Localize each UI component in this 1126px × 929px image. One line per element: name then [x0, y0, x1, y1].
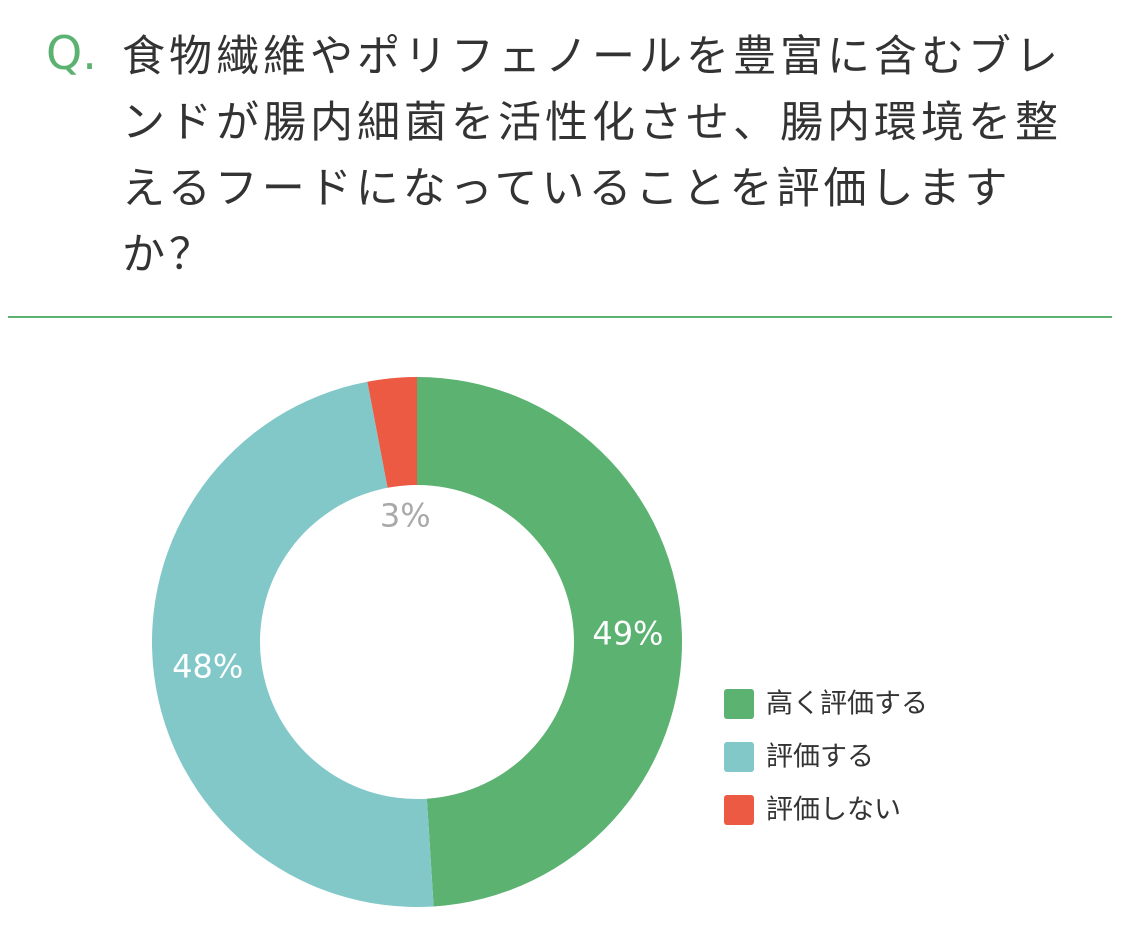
legend-swatch — [724, 689, 754, 719]
question-text: 食物繊維やポリフェノールを豊富に含むブレンドが腸内細菌を活性化させ、腸内環境を整… — [122, 32, 1062, 280]
legend-label: 評価する — [766, 742, 874, 773]
legend-swatch — [724, 742, 754, 772]
legend-swatch — [724, 795, 754, 825]
value-label: 49% — [592, 614, 663, 652]
legend-label: 評価しない — [766, 795, 901, 826]
question-label: Q. — [46, 26, 97, 80]
value-label: 3% — [380, 497, 431, 535]
question-header: Q. 食物繊維やポリフェノールを豊富に含むブレンドが腸内細菌を活性化させ、腸内環… — [0, 0, 1126, 318]
donut-segment — [151, 381, 434, 908]
donut-segment — [417, 377, 683, 907]
divider — [8, 316, 1112, 318]
legend-label: 高く評価する — [766, 689, 928, 720]
value-label: 48% — [172, 647, 243, 685]
donut-segment — [367, 377, 417, 488]
